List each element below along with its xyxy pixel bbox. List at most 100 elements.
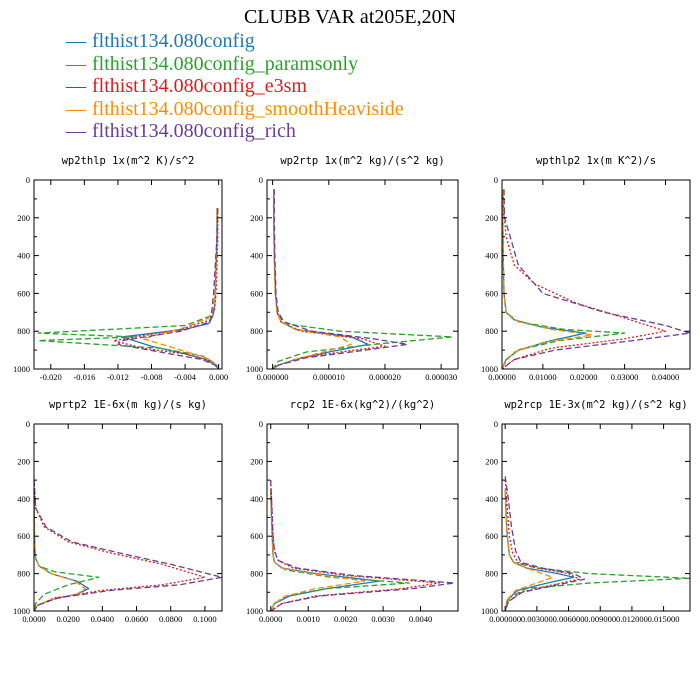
x-tick-label: 0.01000 — [529, 372, 557, 382]
chart-panel: wpthlp2 1x(m K^2)/s 0 200 400 600 800 10000.00… — [481, 155, 691, 382]
x-tick-label: 0.003000 — [521, 614, 553, 624]
panel-title: wpthlp2 1x(m K^2)/s — [536, 155, 656, 167]
x-tick-label: 0.0800 — [159, 614, 182, 624]
series-line — [272, 189, 409, 369]
series-line — [270, 480, 455, 611]
series-line — [142, 208, 220, 369]
y-tick-label: 1000 — [13, 364, 30, 374]
legend-label: flthist134.080config_rich — [92, 120, 296, 143]
plot-frame — [501, 179, 691, 370]
legend-line-marker: — — [66, 75, 86, 98]
panel-title: wp2thlp 1x(m^2 K)/s^2 — [62, 155, 195, 167]
y-tick-label: 800 — [17, 569, 30, 579]
series-line — [121, 208, 220, 369]
y-tick-label: 200 — [17, 456, 30, 466]
x-tick-label: -0.020 — [40, 372, 62, 382]
y-tick-label: 0 — [26, 419, 30, 429]
panel-title: wprtp2 1E-6x(m kg)/(s kg) — [49, 399, 207, 411]
panel-title: wp2rtp 1x(m^2 kg)/(s^2 kg) — [280, 155, 444, 167]
legend-item: — flthist134.080config — [66, 30, 404, 53]
legend-item: — flthist134.080config_smoothHeaviside — [66, 98, 404, 121]
y-tick-label: 400 — [250, 251, 263, 261]
x-tick-label: 0.000000 — [489, 614, 521, 624]
series-line — [270, 489, 366, 611]
chart-panel: wprtp2 1E-6x(m kg)/(s kg) 0 200 400 600 800 10… — [13, 399, 223, 624]
y-tick-label: 800 — [485, 326, 498, 336]
legend-label: flthist134.080config_paramsonly — [92, 52, 359, 75]
series-line — [502, 189, 690, 369]
x-tick-label: 0.000030 — [425, 372, 457, 382]
figure-title: CLUBB VAR at205E,20N — [243, 6, 457, 28]
x-tick-label: 0.0030 — [371, 614, 394, 624]
y-tick-label: 200 — [250, 213, 263, 223]
chart-panel: wp2thlp 1x(m^2 K)/s^2 0 200 400 600 800 1000 -0… — [13, 155, 228, 382]
x-tick-label: 0.03000 — [611, 372, 639, 382]
legend-line-marker: — — [66, 30, 86, 53]
series-line — [34, 489, 100, 611]
series-line — [34, 489, 86, 611]
legend-item: — flthist134.080config_e3sm — [66, 75, 404, 98]
series-line — [272, 189, 386, 369]
series-line — [34, 480, 222, 611]
series-group — [270, 480, 455, 611]
x-tick-label: 0.0000 — [259, 614, 282, 624]
x-tick-label: 0.000000 — [257, 372, 289, 382]
x-tick-label: 0.0600 — [125, 614, 148, 624]
y-tick-label: 400 — [485, 251, 498, 261]
x-tick-label: 0.0000 — [22, 614, 45, 624]
y-tick-label: 600 — [485, 288, 498, 298]
series-line — [504, 489, 554, 611]
legend-item: — flthist134.080config_rich — [66, 120, 404, 143]
series-line — [270, 489, 410, 611]
series-line — [502, 189, 593, 369]
series-line — [34, 489, 90, 611]
chart-panel: rcp2 1E-6x(kg^2)/(kg^2) 0 200 400 600 800 1000… — [246, 399, 459, 624]
y-tick-label: 0 — [259, 175, 263, 185]
y-tick-label: 200 — [250, 456, 263, 466]
x-tick-label: 0.0400 — [91, 614, 114, 624]
series-line — [502, 189, 667, 369]
y-tick-label: 400 — [485, 494, 498, 504]
series-line — [272, 189, 369, 369]
x-tick-label: -0.012 — [107, 372, 129, 382]
y-tick-label: 0 — [494, 175, 498, 185]
x-tick-label: 0.02000 — [570, 372, 598, 382]
y-tick-label: 600 — [17, 288, 30, 298]
y-tick-label: 800 — [17, 326, 30, 336]
y-tick-label: 400 — [17, 251, 30, 261]
y-tick-label: 600 — [17, 531, 30, 541]
series-group — [502, 189, 690, 369]
x-tick-label: 0.000020 — [369, 372, 401, 382]
series-line — [270, 480, 440, 611]
x-tick-label: -0.016 — [73, 372, 95, 382]
y-tick-label: 0 — [259, 419, 263, 429]
series-line — [504, 489, 690, 611]
y-tick-label: 600 — [250, 531, 263, 541]
series-group — [504, 476, 690, 611]
legend-label: flthist134.080config — [92, 30, 255, 53]
series-line — [504, 489, 575, 611]
legend-line-marker: — — [66, 52, 86, 75]
plot-frame — [266, 179, 459, 370]
y-tick-label: 1000 — [481, 606, 498, 616]
legend-item: — flthist134.080config_paramsonly — [66, 53, 404, 76]
x-tick-label: 0.0010 — [297, 614, 320, 624]
y-tick-label: 1000 — [481, 364, 498, 374]
legend-label: flthist134.080config_e3sm — [92, 75, 307, 98]
legend-line-marker: — — [66, 120, 86, 143]
y-tick-label: 600 — [485, 531, 498, 541]
x-tick-label: -0.008 — [141, 372, 163, 382]
x-tick-label: 0.000010 — [313, 372, 345, 382]
legend: — flthist134.080config — flthist134.080conf… — [66, 30, 404, 143]
x-tick-label: 0.04000 — [652, 372, 680, 382]
chart-panel: wp2rcp 1E-3x(m^2 kg)/(s^2 kg) 0 200 400 600 8… — [481, 399, 691, 624]
y-tick-label: 200 — [485, 213, 498, 223]
y-tick-label: 600 — [250, 288, 263, 298]
x-tick-label: 0.000 — [209, 372, 228, 382]
x-tick-label: -0.004 — [174, 372, 197, 382]
x-tick-label: 0.1000 — [193, 614, 216, 624]
y-tick-label: 1000 — [13, 606, 30, 616]
y-tick-label: 800 — [485, 569, 498, 579]
series-line — [37, 208, 220, 369]
series-line — [34, 480, 206, 611]
